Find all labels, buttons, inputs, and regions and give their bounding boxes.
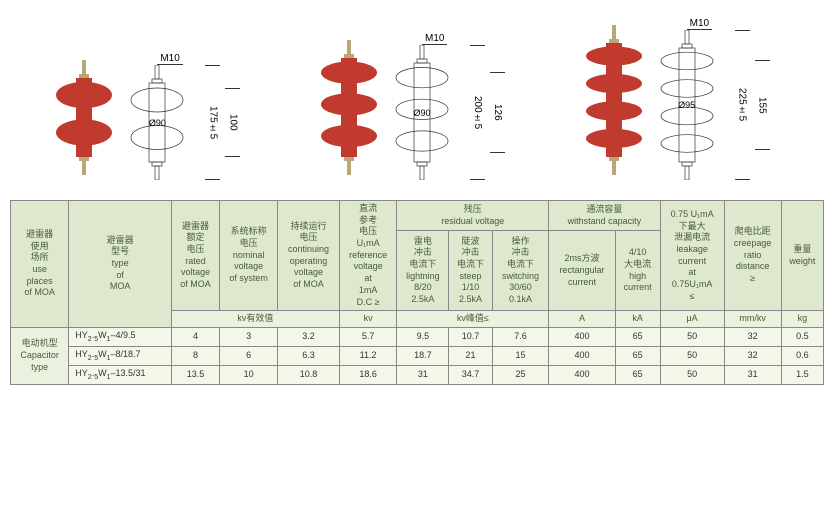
col-header: 0.75 U₁mA下最大泄漏电流leakagecurrentat0.75U₁mA… [660,201,724,311]
col-header: 持续运行电压continuingoperatingvoltageof MOA [278,201,340,311]
spec-table: 避雷器使用场所useplacesof MOA避雷器型号typeofMOA避雷器额… [10,200,824,385]
data-cell: 9.5 [397,327,449,346]
unit-cell: mm/kv [724,311,781,328]
col-header: 直流参考电压U₁mAreferencevoltageat1mAD.C ≥ [339,201,397,311]
data-cell: 18.7 [397,346,449,365]
data-cell: 31 [724,365,781,384]
data-cell: 50 [660,346,724,365]
table-row: HY2.5W1–13.5/3113.51010.818.63134.725400… [11,365,824,384]
data-cell: 10.7 [449,327,493,346]
unit-cell: kA [615,311,660,328]
inner-height-dim: 155 [755,60,770,150]
model-cell: HY2.5W1–4/9.5 [69,327,172,346]
data-cell: 0.5 [781,327,823,346]
unit-cell: kv [339,311,397,328]
col-header: 雷电冲击电流下lightning8/202.5kA [397,231,449,311]
data-cell: 13.5 [172,365,220,384]
unit-cell: kg [781,311,823,328]
col-header: 避雷器型号typeofMOA [69,201,172,328]
thread-label: M10 [422,33,447,45]
width-dim: Ø90 [413,108,430,118]
table-header: 避雷器使用场所useplacesof MOA避雷器型号typeofMOA避雷器额… [11,201,824,328]
data-cell: 6.3 [278,346,340,365]
inner-height-dim: 126 [490,72,505,153]
col-header: 2ms方波rectangularcurrent [549,231,616,311]
width-dim: Ø90 [149,118,166,128]
data-cell: 32 [724,346,781,365]
diagram-pair: M10225±5155Ø95 [584,25,780,180]
table-row: 电动机型CapacitortypeHY2.5W1–4/9.5433.25.79.… [11,327,824,346]
data-cell: 4 [172,327,220,346]
diagrams-row: M10175±5100Ø90M10200±5126Ø90M10225±5155Ø… [0,0,834,200]
thread-label: M10 [687,18,712,30]
height-dim: 200±5 [470,45,485,180]
data-cell: 65 [615,346,660,365]
data-cell: 31 [397,365,449,384]
height-dim: 175±5 [205,65,220,180]
data-cell: 50 [660,365,724,384]
data-cell: 3.2 [278,327,340,346]
col-header: 爬电比距creepageratiodistance≥ [724,201,781,311]
row-group: 电动机型Capacitortype [11,327,69,384]
table-body: 电动机型CapacitortypeHY2.5W1–4/9.5433.25.79.… [11,327,824,384]
data-cell: 6 [220,346,278,365]
thread-label: M10 [157,53,182,65]
data-cell: 8 [172,346,220,365]
data-cell: 11.2 [339,346,397,365]
col-header: 陡波冲击电流下steep1/102.5kA [449,231,493,311]
col-header: 重量weight [781,201,823,311]
data-cell: 21 [449,346,493,365]
col-header: 4/10大电流highcurrent [615,231,660,311]
unit-cell: kv有效值 [172,311,340,328]
data-cell: 7.6 [492,327,548,346]
height-dim: 225±5 [735,30,750,180]
col-header: 残压residual voltage [397,201,549,231]
product-render [584,25,644,180]
model-cell: HY2.5W1–13.5/31 [69,365,172,384]
data-cell: 400 [549,327,616,346]
col-header: 避雷器使用场所useplacesof MOA [11,201,69,328]
data-cell: 10 [220,365,278,384]
data-cell: 3 [220,327,278,346]
data-cell: 1.5 [781,365,823,384]
data-cell: 25 [492,365,548,384]
unit-cell: kv峰值≤ [397,311,549,328]
model-cell: HY2.5W1–8/18.7 [69,346,172,365]
width-dim: Ø95 [678,100,695,110]
data-cell: 50 [660,327,724,346]
data-cell: 10.8 [278,365,340,384]
diagram-pair: M10200±5126Ø90 [319,40,515,180]
unit-cell: A [549,311,616,328]
diagram-pair: M10175±5100Ø90 [54,60,250,180]
product-render [54,60,114,180]
col-header: 避雷器额定电压ratedvoltageof MOA [172,201,220,311]
table-row: HY2.5W1–8/18.7866.311.218.72115400655032… [11,346,824,365]
data-cell: 400 [549,365,616,384]
data-cell: 18.6 [339,365,397,384]
technical-drawing: M10175±5100Ø90 [122,65,192,180]
data-cell: 0.6 [781,346,823,365]
col-header: 操作冲击电流下switching30/600.1kA [492,231,548,311]
data-cell: 34.7 [449,365,493,384]
inner-height-dim: 100 [225,88,240,157]
data-cell: 15 [492,346,548,365]
product-render [319,40,379,180]
unit-cell: μA [660,311,724,328]
data-cell: 32 [724,327,781,346]
data-cell: 400 [549,346,616,365]
technical-drawing: M10200±5126Ø90 [387,45,457,180]
technical-drawing: M10225±5155Ø95 [652,30,722,180]
col-header: 通流容量withstand capacity [549,201,660,231]
col-header: 系统标称电压nominalvoltageof system [220,201,278,311]
data-cell: 65 [615,327,660,346]
data-cell: 5.7 [339,327,397,346]
data-cell: 65 [615,365,660,384]
